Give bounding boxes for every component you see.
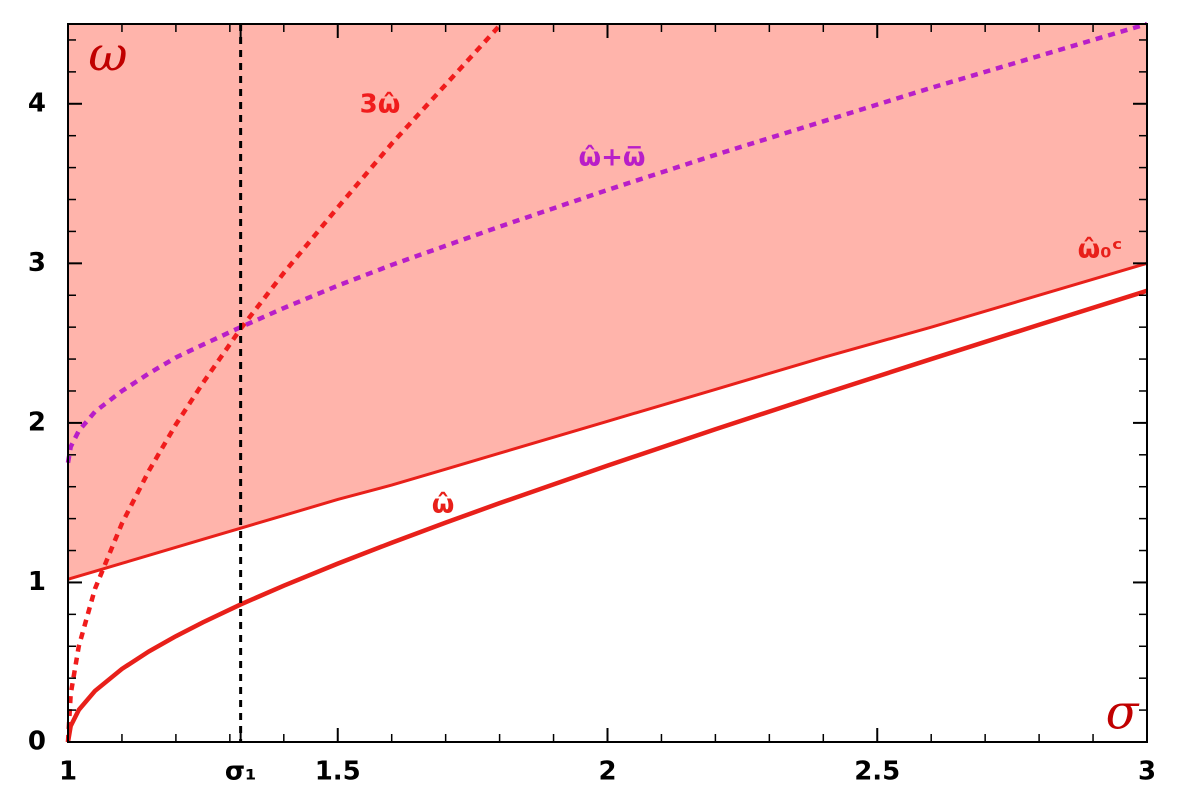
x-tick-label: 1 [59,757,77,787]
x-tick-label: σ₁ [225,757,257,787]
curve-label: 3ω̂ [360,90,401,120]
y-tick-label: 2 [28,407,46,437]
x-tick-label: 2.5 [854,757,900,787]
curve [67,261,1148,581]
y-tick-label: 4 [28,88,46,118]
y-tick-label: 0 [28,727,46,757]
curve [65,21,1148,464]
curve [65,288,1148,743]
y-tick-label: 1 [28,567,46,597]
x-tick-label: 1.5 [315,757,361,787]
curve-label: ω̂₀ᶜ [1078,235,1123,265]
x-tick-label: 2 [598,757,616,787]
y-axis-label: ω [88,27,127,83]
y-tick-label: 3 [28,248,46,278]
shaded-region [68,24,1147,580]
x-tick-label: 3 [1138,757,1156,787]
x-axis-label: σ [1106,685,1140,741]
curve [65,24,502,743]
curve-label: ω̂+ω̅ [579,143,646,173]
curve-label: ω̂ [432,490,455,520]
